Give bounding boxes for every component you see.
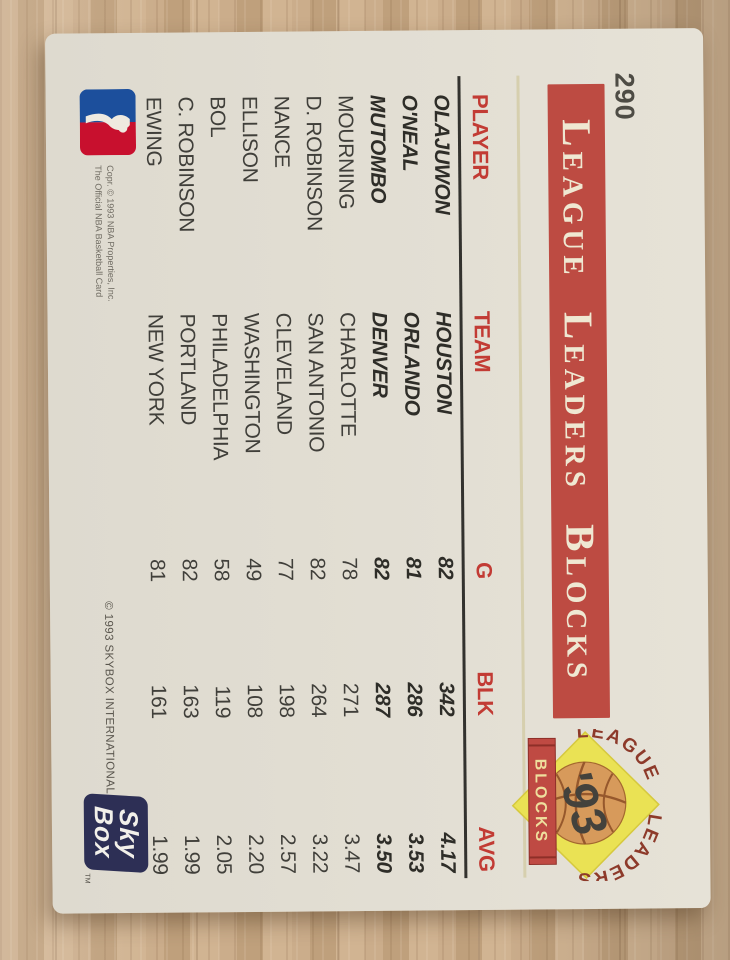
blocks-cell: 271 [338, 682, 362, 718]
blocks-cell: 161 [146, 684, 171, 719]
team-cell: CLEVELAND [271, 312, 296, 435]
team-cell: HOUSTON [431, 311, 456, 414]
column-header-games: G [471, 561, 497, 580]
league-leaders-93-badge-icon: LEAGUE LEADERS '93 BLOCKS [511, 728, 662, 882]
player-cell: BOL [205, 96, 229, 138]
skybox-logo: Sky Box [83, 793, 149, 874]
title-bar: League Leaders Blocks [547, 83, 611, 719]
table-row: D. ROBINSON SAN ANTONIO 82 264 3.22 [298, 31, 332, 911]
table-row: OLAJUWON HOUSTON 82 342 4.17 [426, 30, 460, 910]
player-cell: MOURNING [333, 95, 358, 210]
blocks-cell: 264 [306, 683, 331, 718]
average-cell: 1.99 [180, 834, 204, 875]
nba-fine-print-line2: The Official NBA Basketball Card [93, 165, 105, 298]
team-cell: ORLANDO [399, 311, 424, 416]
table-row: NANCE CLEVELAND 77 198 2.57 [266, 32, 300, 912]
average-cell: 2.57 [276, 833, 300, 874]
games-cell: 77 [273, 557, 297, 581]
player-cell: O'NEAL [397, 94, 422, 172]
games-cell: 82 [305, 557, 329, 581]
trading-card-back: 290 League Leaders Blocks PLAYER TEAM G … [45, 28, 711, 914]
header-rule [457, 76, 468, 879]
games-cell: 82 [177, 558, 201, 582]
team-cell: PHILADELPHIA [207, 313, 232, 461]
average-cell: 3.53 [404, 832, 428, 873]
nba-fine-print: Copr. © 1993 NBA Properties, Inc. The Of… [92, 165, 117, 302]
games-cell: 58 [209, 558, 233, 582]
average-cell: 3.50 [372, 833, 396, 873]
blocks-cell: 119 [210, 685, 235, 719]
team-cell: PORTLAND [175, 313, 200, 426]
average-cell: 3.47 [340, 833, 364, 874]
player-cell: NANCE [269, 95, 294, 168]
player-cell: MUTOMBO [365, 94, 390, 204]
average-cell: 4.17 [436, 832, 460, 873]
table-row: EWING NEW YORK 81 161 1.99 [138, 33, 172, 913]
column-header-team: TEAM [469, 310, 495, 373]
team-cell: WASHINGTON [239, 312, 264, 454]
column-header-player: PLAYER [467, 93, 494, 181]
table-row: O'NEAL ORLANDO 81 286 3.53 [394, 30, 428, 910]
skybox-logo-box: Box [88, 805, 120, 860]
games-cell: 81 [145, 558, 169, 582]
skybox-copyright: © 1993 SKYBOX INTERNATIONAL [101, 601, 116, 795]
card-title: League Leaders Blocks [553, 118, 605, 684]
average-cell: 2.20 [244, 834, 268, 875]
games-cell: 82 [433, 556, 457, 580]
games-cell: 78 [337, 557, 361, 581]
average-cell: 3.22 [308, 833, 332, 874]
trademark-symbol: TM [83, 873, 91, 884]
average-cell: 1.99 [148, 834, 172, 875]
table-row: BOL PHILADELPHIA 58 119 2.05 [202, 32, 236, 912]
table-row: MUTOMBO DENVER 82 287 3.50 [362, 31, 396, 911]
badge-ribbon: BLOCKS [527, 737, 557, 866]
nba-logo-icon [79, 88, 137, 156]
blocks-cell: 108 [242, 683, 267, 719]
skybox-logo-sky: Sky [113, 808, 145, 860]
team-cell: NEW YORK [143, 313, 168, 426]
column-header-blocks: BLK [472, 671, 498, 717]
games-cell: 82 [369, 556, 393, 580]
rotated-card-wrapper: 290 League Leaders Blocks PLAYER TEAM G … [45, 26, 711, 914]
average-cell: 2.05 [212, 834, 236, 875]
blocks-cell: 286 [402, 682, 426, 717]
team-cell: CHARLOTTE [335, 312, 360, 437]
column-header-average: AVG [473, 826, 500, 873]
games-cell: 49 [241, 558, 265, 582]
player-cell: OLAJUWON [429, 94, 454, 215]
player-cell: D. ROBINSON [301, 95, 326, 232]
nba-fine-print-line1: Copr. © 1993 NBA Properties, Inc. [105, 165, 117, 302]
blocks-cell: 287 [370, 682, 394, 717]
player-cell: EWING [141, 96, 166, 167]
games-cell: 81 [401, 556, 425, 580]
team-cell: SAN ANTONIO [303, 312, 328, 453]
blocks-cell: 163 [178, 684, 203, 719]
badge-ribbon-label: BLOCKS [531, 759, 549, 845]
table-row: C. ROBINSON PORTLAND 82 163 1.99 [170, 32, 204, 912]
team-cell: DENVER [367, 311, 392, 398]
card-number: 290 [609, 72, 640, 121]
player-cell: C. ROBINSON [173, 96, 198, 233]
table-row: MOURNING CHARLOTTE 78 271 3.47 [330, 31, 364, 911]
blocks-cell: 198 [274, 683, 299, 718]
blocks-cell: 342 [434, 682, 458, 717]
player-cell: ELLISON [237, 95, 262, 183]
table-row: ELLISON WASHINGTON 49 108 2.20 [234, 32, 268, 912]
